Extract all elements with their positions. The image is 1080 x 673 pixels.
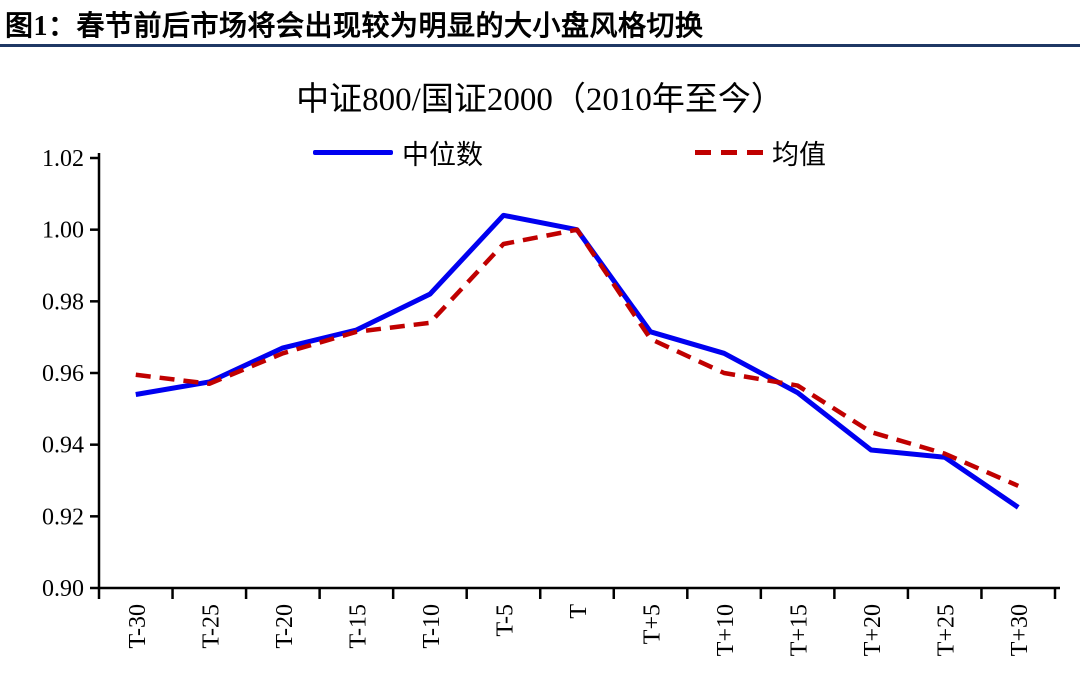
x-axis-tick-label: T-20 [272,604,298,648]
x-axis-tick-label: T+5 [640,604,666,644]
x-axis-tick-label: T+10 [713,604,739,656]
legend-item-median: 中位数 [313,136,483,170]
x-axis-tick-label: T-15 [345,604,371,648]
x-axis-tick-label: T+15 [787,604,813,656]
x-axis-tick-label: T-10 [419,604,445,648]
x-axis-tick-label: T-25 [198,604,224,648]
y-axis-tick-label: 1.02 [42,146,84,172]
y-axis-tick-label: 0.98 [42,289,84,315]
x-axis-tick-label: T+20 [860,604,886,656]
x-axis-tick-label: T-30 [125,604,151,648]
x-axis-tick-label: T [566,604,592,619]
median-series-line [135,212,1020,510]
legend-label-mean: 均值 [772,139,826,170]
x-axis-tick-label: T+25 [934,604,960,656]
y-axis-tick-label: 1.00 [42,218,84,244]
median-line-swatch [313,149,393,155]
y-axis-tick-label: 0.90 [42,576,84,602]
y-axis-tick-label: 0.96 [42,361,84,387]
legend-label-median: 中位数 [402,139,483,170]
x-axis-tick-label: T-5 [492,604,518,636]
figure-title: 图1：春节前后市场将会出现较为明显的大小盘风格切换 [5,11,704,42]
mean-line-swatch [695,149,763,155]
mean-series-line [135,227,1020,488]
title-divider [0,44,1080,47]
legend-item-mean: 均值 [695,136,826,170]
y-axis-tick-label: 0.92 [42,504,84,530]
x-axis-tick-label: T+30 [1007,604,1033,656]
y-axis-tick-label: 0.94 [42,433,84,459]
chart-title: 中证800/国证2000（2010年至今） [296,82,784,118]
